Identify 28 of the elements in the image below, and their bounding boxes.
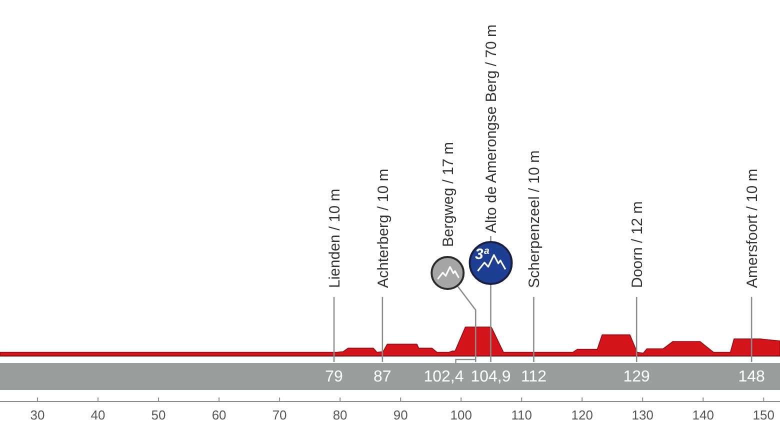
x-tick-label: 90 (393, 408, 408, 422)
x-tick-label: 30 (30, 408, 45, 422)
text: 3ª (474, 246, 490, 263)
ref-line-label: Amersfoort / 10 m (744, 168, 761, 288)
x-tick-label: 150 (752, 408, 775, 422)
x-tick-label: 40 (90, 408, 106, 422)
ref-line-label: Achterberg / 10 m (374, 168, 392, 288)
x-tick-label: 140 (692, 408, 714, 422)
x-tick-label: 60 (212, 408, 226, 422)
ref-line-label: Scherpenzeel / 10 m (526, 150, 544, 288)
x-tick-label: 130 (632, 408, 654, 422)
x-tick-label: 50 (151, 408, 166, 422)
text: 79 (325, 368, 344, 385)
x-tick-label: 70 (272, 408, 287, 422)
ref-line-label: Doorn / 12 m (628, 201, 646, 288)
ref-line-label: Alto de Amerongse Berg / 70 m (483, 24, 500, 233)
text: 87 (374, 368, 392, 385)
text: 148 (738, 368, 766, 385)
text: 129 (623, 368, 650, 385)
ref-line-label: Bergweg / 17 m (440, 142, 458, 247)
text: 112 (520, 368, 547, 385)
x-tick-label: 80 (332, 408, 348, 422)
text: 102,4 (424, 368, 464, 385)
text: 104,9 (470, 368, 511, 385)
ref-line-label: Lienden / 10 m (326, 188, 344, 288)
x-tick-label: 100 (450, 408, 472, 422)
x-tick-label: 110 (511, 408, 532, 422)
x-tick-label: 120 (571, 408, 593, 422)
